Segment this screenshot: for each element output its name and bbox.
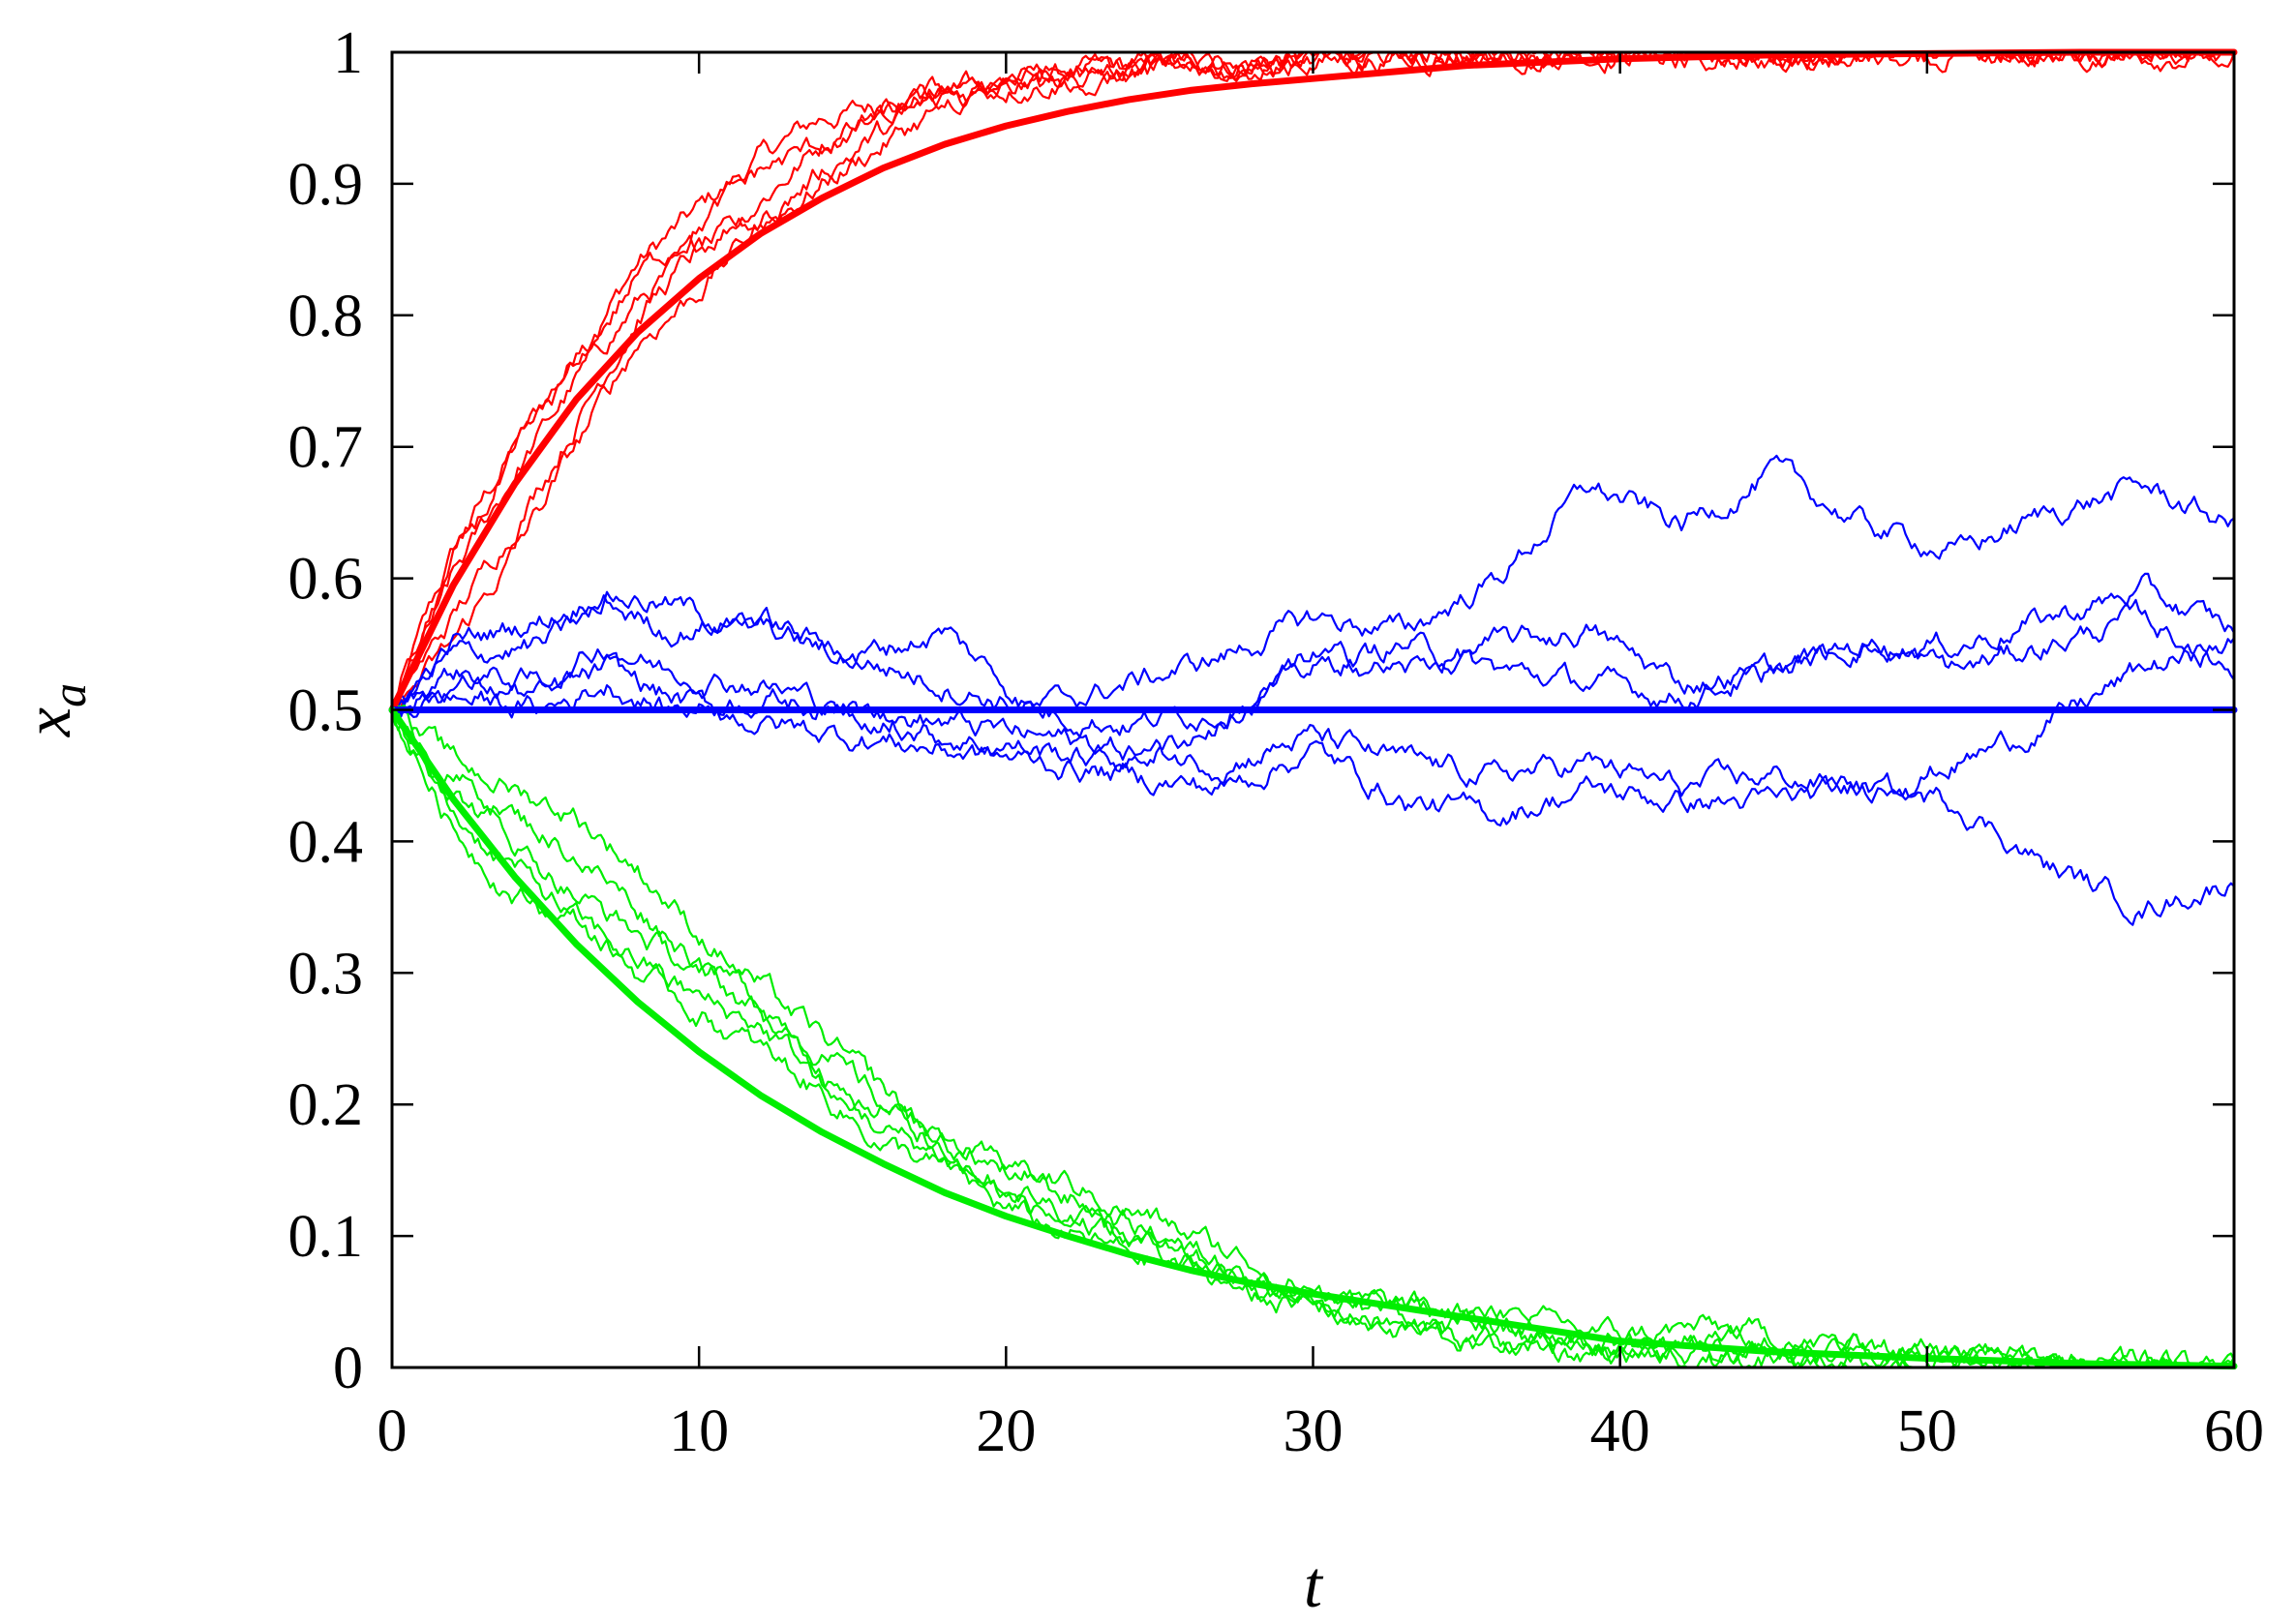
y-tick-label: 0.8 <box>288 284 364 349</box>
y-tick-label: 1 <box>333 20 363 86</box>
x-tick-label: 60 <box>2204 1398 2264 1464</box>
trajectory-line-1-0 <box>390 454 2235 713</box>
trajectory-line-2-4 <box>391 704 2235 1369</box>
y-tick-label: 0.6 <box>288 547 364 613</box>
trajectory-line-2-3 <box>390 709 2234 1369</box>
trajectory-line-1-2 <box>390 598 2235 773</box>
y-tick-label: 0.7 <box>288 415 364 481</box>
mean-curve-0 <box>388 48 2238 713</box>
y-tick-label: 0.4 <box>288 809 364 875</box>
y-tick-label: 0.9 <box>288 152 364 218</box>
y-axis-title-main: x <box>11 707 84 737</box>
tick-label-layer: 0 10 20 30 40 50 60 0 0.1 0.2 0.3 0.4 0.5 0.6 0.7 0.8 0.… <box>288 20 2265 1464</box>
y-tick-label: 0 <box>333 1336 363 1401</box>
y-tick-label: 0.3 <box>288 941 364 1007</box>
x-tick-label: 50 <box>1897 1398 1957 1464</box>
y-tick-label: 0.1 <box>288 1204 364 1270</box>
x-tick-label: 30 <box>1284 1398 1344 1464</box>
trajectory-line-0-0 <box>390 50 2234 710</box>
trajectory-line-1-1 <box>391 572 2235 738</box>
trajectory-line-2-2 <box>391 706 2235 1369</box>
x-tick-label: 40 <box>1590 1398 1650 1464</box>
trajectory-line-0-4 <box>390 50 2236 710</box>
x-tick-label: 20 <box>976 1398 1036 1464</box>
trajectory-line-2-0 <box>390 709 2236 1369</box>
trajectory-line-0-1 <box>391 50 2235 710</box>
trajectory-line-1-3 <box>390 637 2235 827</box>
y-tick-label: 0.2 <box>288 1072 364 1138</box>
y-axis-title: xa <box>11 683 96 737</box>
y-axis-title-subscript: a <box>42 683 96 707</box>
trajectory-line-0-2 <box>391 50 2234 710</box>
tick-layer <box>390 50 2236 1369</box>
trajectory-line-2-1 <box>391 708 2235 1369</box>
trajectory-line-1-4 <box>391 683 2235 926</box>
mean-curve-2 <box>388 706 2238 1370</box>
x-tick-label: 10 <box>669 1398 729 1464</box>
x-tick-label: 0 <box>378 1398 408 1464</box>
x-axis-title: t <box>1304 1548 1324 1621</box>
y-tick-label: 0.5 <box>288 678 364 744</box>
trajectory-line-0-3 <box>391 50 2234 714</box>
series-layer <box>388 48 2238 1370</box>
